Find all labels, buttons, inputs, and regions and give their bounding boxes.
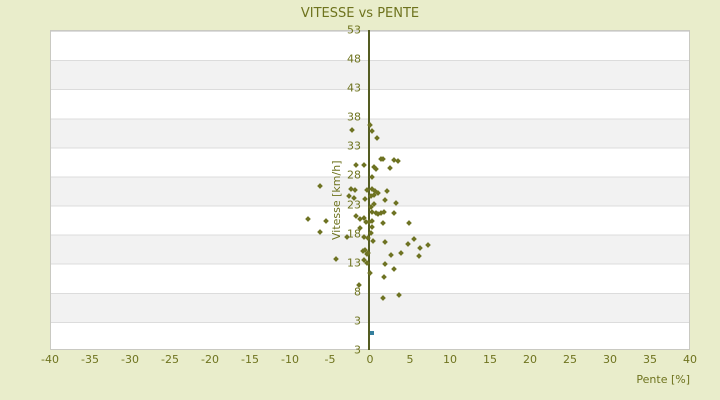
x-tick-label: 10 bbox=[443, 353, 457, 366]
chart-title: VITESSE vs PENTE bbox=[300, 6, 420, 21]
x-tick-label: 5 bbox=[406, 353, 414, 366]
x-tick-label: -20 bbox=[201, 353, 219, 366]
x-tick-label: 35 bbox=[643, 353, 657, 366]
x-tick-label: 20 bbox=[523, 353, 537, 366]
y-tick-label: 43 bbox=[347, 81, 361, 95]
x-tick-label: -5 bbox=[324, 353, 336, 366]
x-tick-label: 0 bbox=[366, 353, 374, 366]
y-tick-label: 28 bbox=[347, 168, 361, 182]
y-tick-label: 8 bbox=[354, 285, 361, 299]
y-tick-label: 18 bbox=[347, 227, 361, 241]
y-tick-label: 3 bbox=[354, 314, 361, 328]
y-tick-label: 48 bbox=[347, 52, 361, 66]
x-axis-title: Pente [%] bbox=[636, 373, 690, 386]
x-tick-label: 40 bbox=[683, 353, 697, 366]
x-tick-label: -40 bbox=[41, 353, 59, 366]
x-tick-label: -35 bbox=[81, 353, 99, 366]
x-tick-label: -10 bbox=[281, 353, 299, 366]
y-axis-title: Vitesse [km/h] bbox=[330, 160, 343, 241]
y-tick-label: 53 bbox=[347, 23, 361, 37]
x-tick-label: 30 bbox=[603, 353, 617, 366]
y-tick-label: 38 bbox=[347, 110, 361, 124]
y-tick-label: 33 bbox=[347, 139, 361, 153]
y-tick-label: 23 bbox=[347, 198, 361, 212]
x-tick-label: -15 bbox=[241, 353, 259, 366]
y-tick-label: 3 bbox=[354, 343, 361, 357]
x-tick-label: -25 bbox=[161, 353, 179, 366]
x-tick-label: 15 bbox=[483, 353, 497, 366]
highlight-point bbox=[369, 331, 374, 336]
y-tick-label: 13 bbox=[347, 256, 361, 270]
x-tick-label: -30 bbox=[121, 353, 139, 366]
x-tick-label: 25 bbox=[563, 353, 577, 366]
